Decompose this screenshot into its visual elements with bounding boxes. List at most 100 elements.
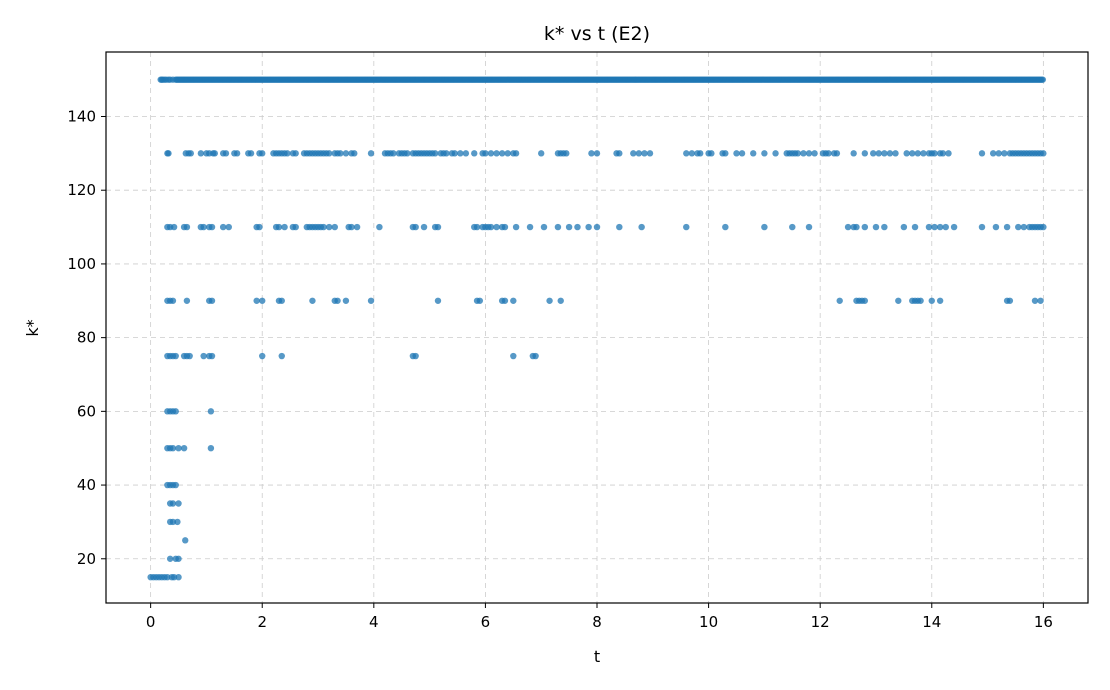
x-tick-label: 10 <box>699 613 718 631</box>
data-point <box>616 223 623 231</box>
data-point <box>200 223 207 231</box>
data-point <box>510 352 517 360</box>
data-point <box>761 150 768 157</box>
data-point <box>183 223 191 231</box>
data-point <box>950 223 958 231</box>
data-point <box>989 150 997 157</box>
data-point <box>772 150 779 157</box>
data-point <box>1037 297 1044 304</box>
data-point <box>501 297 509 304</box>
data-point <box>309 297 316 304</box>
data-point <box>861 150 869 157</box>
data-point <box>920 150 927 157</box>
data-point <box>172 481 179 489</box>
data-point <box>259 297 266 304</box>
data-point <box>170 574 178 581</box>
data-point <box>175 555 182 562</box>
data-point <box>457 150 464 157</box>
data-point <box>247 150 255 157</box>
data-point <box>292 150 299 157</box>
y-tick-label: 20 <box>77 550 96 568</box>
data-point <box>978 223 986 231</box>
data-point <box>351 150 358 157</box>
data-point <box>325 223 333 231</box>
grid-lines <box>106 52 1088 603</box>
data-point <box>931 150 938 157</box>
data-point <box>259 150 266 157</box>
data-point <box>641 150 648 157</box>
data-point <box>487 150 495 157</box>
data-point <box>320 223 327 231</box>
data-point <box>532 352 539 360</box>
data-point <box>182 537 189 544</box>
data-point <box>909 150 916 157</box>
data-point <box>1015 223 1022 231</box>
data-point <box>259 352 266 360</box>
x-tick-label: 14 <box>922 613 941 631</box>
y-axis-ticks: 20 40 60 80 100 120 140 <box>67 107 106 568</box>
data-point <box>174 518 181 526</box>
data-point <box>794 150 802 157</box>
data-point <box>334 297 341 304</box>
y-tick-label: 60 <box>77 402 96 420</box>
data-point <box>936 297 944 304</box>
data-point <box>434 297 442 304</box>
data-point <box>169 518 177 526</box>
data-point <box>169 500 177 507</box>
x-tick-label: 16 <box>1034 613 1053 631</box>
data-point <box>476 297 484 304</box>
data-point <box>292 223 299 231</box>
data-point <box>565 223 573 231</box>
data-point <box>233 150 241 157</box>
data-point <box>750 150 757 157</box>
data-points <box>147 76 1047 581</box>
data-point <box>900 223 908 231</box>
x-tick-label: 4 <box>369 613 379 631</box>
data-point <box>881 223 888 231</box>
data-point <box>646 150 654 157</box>
data-point <box>412 223 419 231</box>
data-point <box>482 150 489 157</box>
data-point <box>493 150 500 157</box>
data-point <box>1039 76 1047 83</box>
data-point <box>166 555 174 562</box>
data-point <box>175 445 182 452</box>
data-point <box>844 223 852 231</box>
data-point <box>169 297 177 304</box>
data-point <box>164 574 171 581</box>
data-point <box>431 150 439 157</box>
data-point <box>1006 297 1014 304</box>
data-point <box>563 150 570 157</box>
data-point <box>487 223 495 231</box>
data-point <box>471 150 478 157</box>
data-point <box>903 150 910 157</box>
x-tick-label: 8 <box>592 613 602 631</box>
data-point <box>180 445 188 452</box>
data-point <box>546 297 553 304</box>
data-point <box>635 150 643 157</box>
data-point <box>588 150 595 157</box>
data-point <box>789 223 796 231</box>
data-point <box>526 223 534 231</box>
data-point <box>183 297 191 304</box>
data-point <box>557 297 564 304</box>
data-point <box>451 150 458 157</box>
data-point <box>945 150 952 157</box>
data-point <box>886 150 894 157</box>
data-point <box>593 150 601 157</box>
data-point <box>275 223 283 231</box>
data-point <box>833 150 841 157</box>
data-point <box>493 223 500 231</box>
data-point <box>616 150 623 157</box>
data-point <box>342 150 350 157</box>
data-point <box>412 352 419 360</box>
data-point <box>825 150 832 157</box>
data-point <box>256 223 263 231</box>
data-point <box>738 150 746 157</box>
data-point <box>501 223 509 231</box>
data-point <box>917 297 924 304</box>
data-point <box>761 223 768 231</box>
data-point <box>498 150 506 157</box>
data-point <box>574 223 581 231</box>
data-point <box>175 574 182 581</box>
